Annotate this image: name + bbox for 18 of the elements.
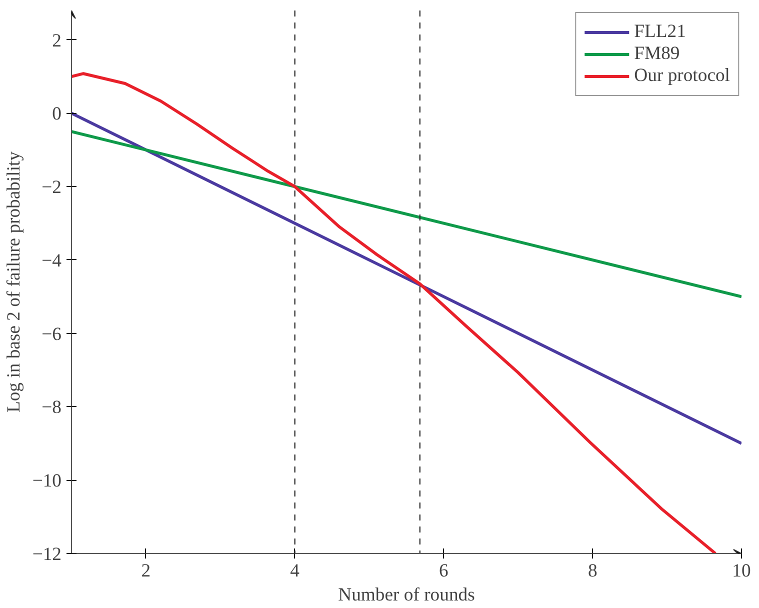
y-tick-label: −8 (42, 397, 62, 418)
x-tick-label: 2 (141, 560, 151, 582)
y-tick-label: 0 (52, 104, 62, 125)
y-tick-label: −6 (42, 324, 62, 345)
y-tick-label: −12 (32, 544, 62, 565)
legend-label: FLL21 (634, 21, 686, 43)
y-tick-label: −2 (42, 177, 62, 198)
y-axis-title: Log in base 2 of failure probability (3, 150, 24, 413)
x-axis-title: Number of rounds (338, 584, 475, 606)
x-tick-label: 4 (290, 560, 300, 582)
y-tick-label: −4 (42, 250, 62, 272)
y-tick-label: −10 (32, 470, 62, 492)
legend-label: Our protocol (634, 65, 730, 87)
legend-label: FM89 (634, 43, 680, 65)
x-tick-label: 6 (439, 560, 448, 582)
x-tick-label: 8 (588, 560, 598, 582)
y-tick-label: 2 (52, 30, 62, 52)
x-tick-label: 10 (732, 560, 751, 582)
